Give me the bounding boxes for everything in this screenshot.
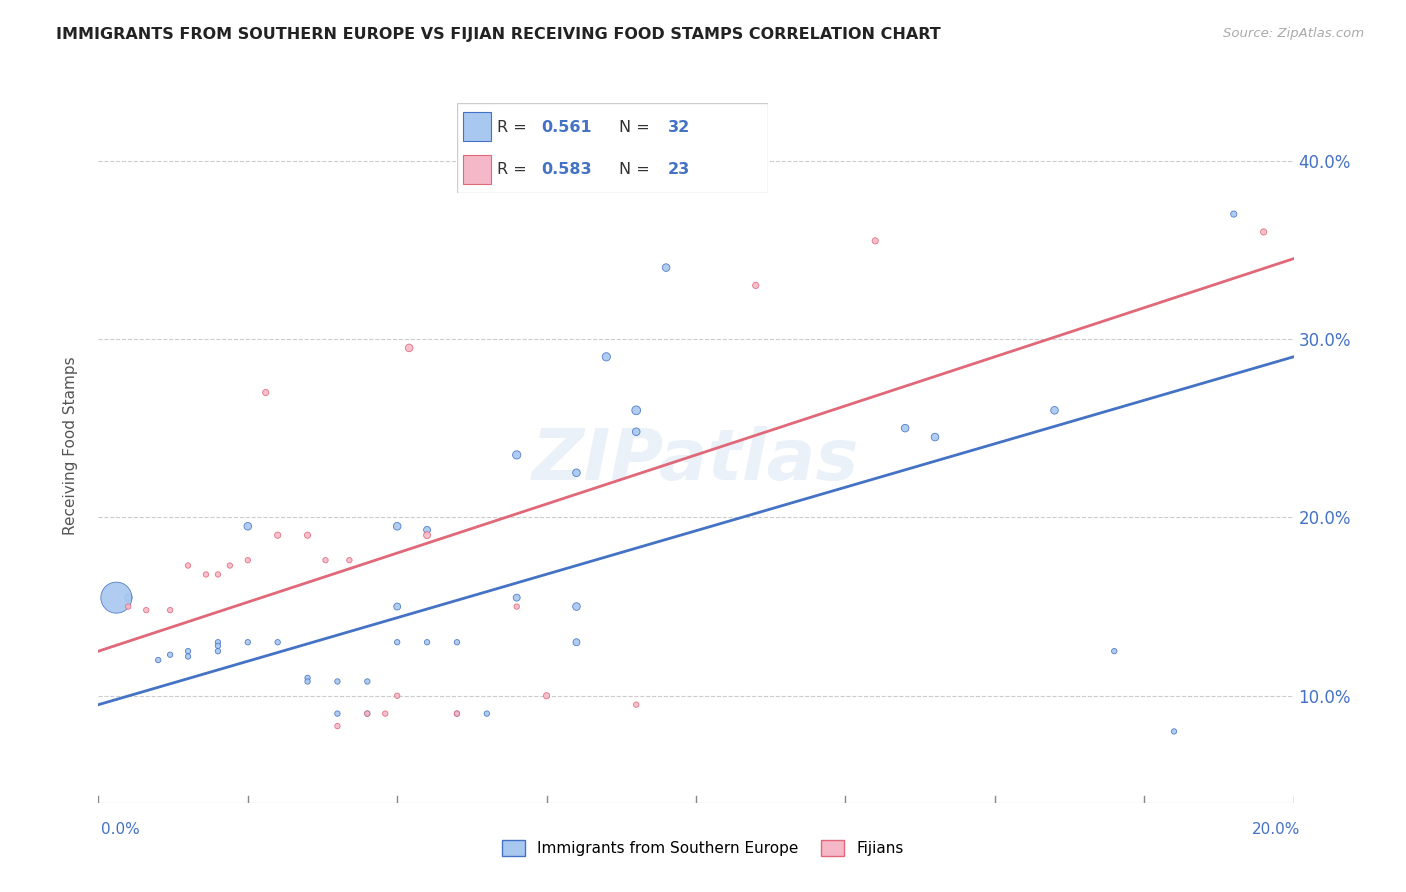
Point bbox=[506, 448, 529, 462]
Point bbox=[326, 719, 349, 733]
Point bbox=[254, 385, 277, 400]
Point bbox=[745, 278, 768, 293]
Point bbox=[565, 635, 588, 649]
Point bbox=[446, 706, 468, 721]
Point bbox=[626, 425, 648, 439]
Point bbox=[1102, 644, 1125, 658]
Point bbox=[356, 706, 378, 721]
Y-axis label: Receiving Food Stamps: Receiving Food Stamps bbox=[63, 357, 77, 535]
Point bbox=[159, 603, 181, 617]
Point bbox=[207, 635, 229, 649]
Point bbox=[385, 519, 409, 533]
Point bbox=[565, 599, 588, 614]
Point bbox=[236, 519, 259, 533]
Point bbox=[1043, 403, 1066, 417]
Point bbox=[135, 603, 157, 617]
Point bbox=[105, 591, 128, 605]
Text: IMMIGRANTS FROM SOUTHERN EUROPE VS FIJIAN RECEIVING FOOD STAMPS CORRELATION CHAR: IMMIGRANTS FROM SOUTHERN EUROPE VS FIJIA… bbox=[56, 27, 941, 42]
Point bbox=[1163, 724, 1185, 739]
Legend: Immigrants from Southern Europe, Fijians: Immigrants from Southern Europe, Fijians bbox=[496, 834, 910, 862]
Point bbox=[297, 671, 319, 685]
Point bbox=[374, 706, 396, 721]
Text: ZIPatlas: ZIPatlas bbox=[533, 425, 859, 495]
Point bbox=[385, 635, 409, 649]
Point bbox=[446, 706, 468, 721]
Point bbox=[446, 635, 468, 649]
Point bbox=[148, 653, 170, 667]
Point bbox=[177, 649, 200, 664]
Point bbox=[314, 553, 337, 567]
Point bbox=[416, 528, 439, 542]
Point bbox=[416, 635, 439, 649]
Point bbox=[297, 674, 319, 689]
Point bbox=[326, 674, 349, 689]
Point bbox=[894, 421, 917, 435]
Point bbox=[267, 635, 290, 649]
Point bbox=[117, 591, 139, 605]
Point bbox=[326, 706, 349, 721]
Point bbox=[595, 350, 617, 364]
Text: 20.0%: 20.0% bbox=[1253, 822, 1301, 837]
Point bbox=[416, 523, 439, 537]
Point bbox=[385, 599, 409, 614]
Point bbox=[626, 403, 648, 417]
Point bbox=[207, 567, 229, 582]
Point bbox=[1253, 225, 1275, 239]
Point bbox=[475, 706, 498, 721]
Point bbox=[117, 599, 139, 614]
Point bbox=[924, 430, 946, 444]
Point bbox=[207, 644, 229, 658]
Point bbox=[267, 528, 290, 542]
Point bbox=[398, 341, 420, 355]
Text: Source: ZipAtlas.com: Source: ZipAtlas.com bbox=[1223, 27, 1364, 40]
Point bbox=[626, 698, 648, 712]
Point bbox=[565, 466, 588, 480]
Point bbox=[655, 260, 678, 275]
Point bbox=[297, 528, 319, 542]
Point bbox=[219, 558, 242, 573]
Point bbox=[385, 689, 409, 703]
Point bbox=[506, 599, 529, 614]
Point bbox=[177, 558, 200, 573]
Point bbox=[506, 591, 529, 605]
Point bbox=[207, 639, 229, 653]
Point bbox=[236, 553, 259, 567]
Point bbox=[159, 648, 181, 662]
Point bbox=[177, 644, 200, 658]
Point bbox=[236, 635, 259, 649]
Point bbox=[536, 689, 558, 703]
Point bbox=[863, 234, 887, 248]
Point bbox=[1222, 207, 1246, 221]
Point bbox=[356, 706, 378, 721]
Point bbox=[356, 674, 378, 689]
Point bbox=[339, 553, 360, 567]
Point bbox=[195, 567, 218, 582]
Text: 0.0%: 0.0% bbox=[101, 822, 141, 837]
